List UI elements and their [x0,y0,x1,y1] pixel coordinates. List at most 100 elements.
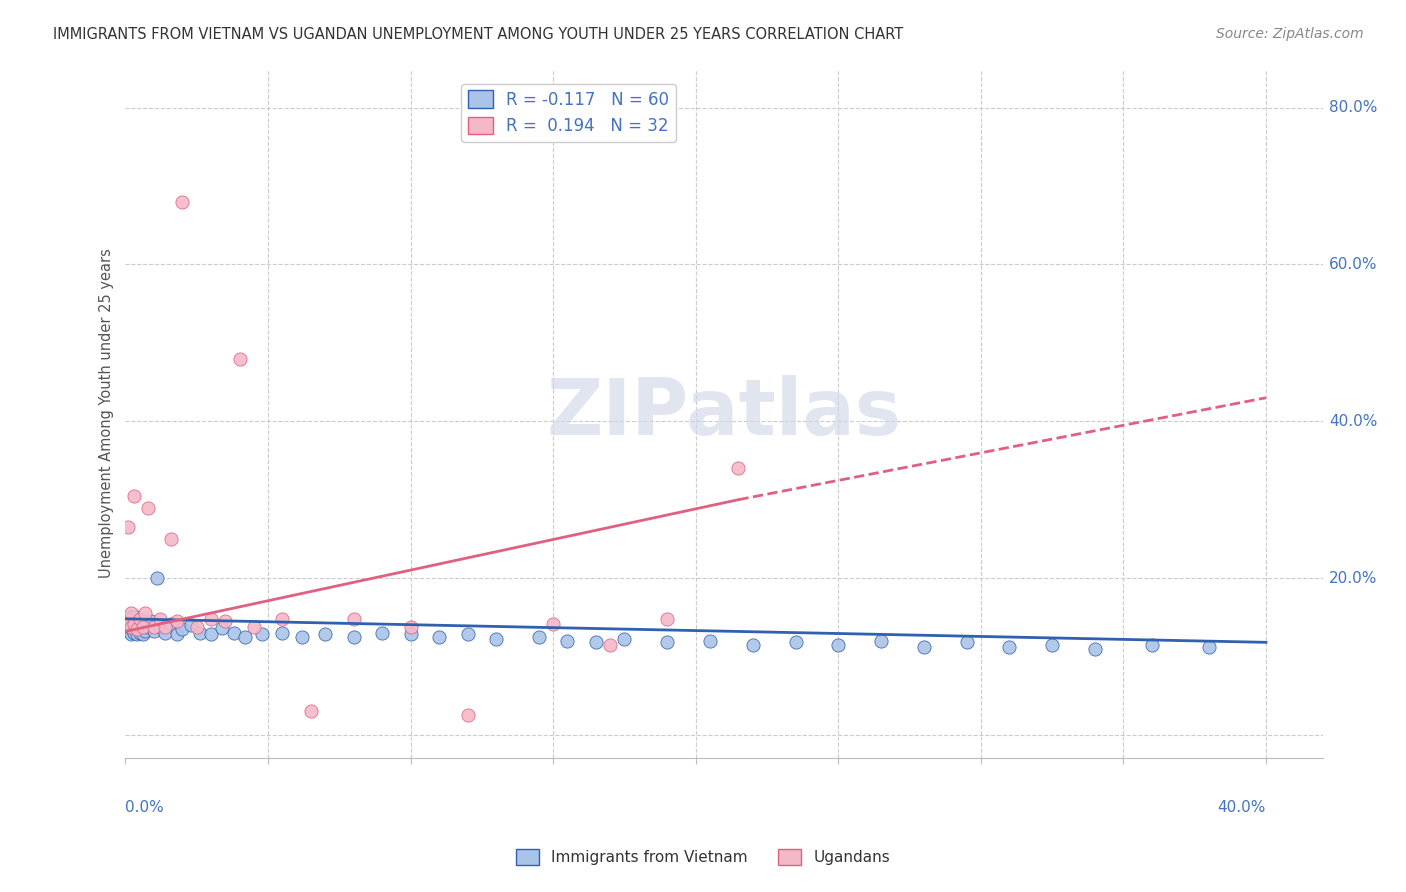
Point [741,638,763,652]
Point [120,620,142,634]
Point [200,612,222,626]
Point [342,630,364,644]
Point [214,614,236,628]
Point [131,618,153,632]
Text: 20.0%: 20.0% [1329,571,1378,585]
Point [1140,638,1163,652]
Point [557,633,579,648]
Point [827,638,849,652]
Point [117,520,139,534]
Point [122,620,145,634]
Point [870,633,893,648]
Point [1040,638,1063,652]
Point [134,624,156,639]
Point [166,627,188,641]
Point [117,612,139,626]
Point [485,632,508,647]
Point [125,621,148,635]
Point [252,627,274,641]
Point [122,626,145,640]
Point [131,627,153,641]
Point [122,608,145,623]
Point [657,612,679,626]
Point [342,612,364,626]
Point [657,635,679,649]
Point [143,624,166,639]
Point [998,640,1021,654]
Point [120,627,142,641]
Point [180,618,202,632]
Point [128,612,150,626]
Point [271,612,294,626]
Point [613,632,636,647]
Point [128,616,150,631]
Point [457,708,479,723]
Point [136,620,159,634]
Point [457,627,479,641]
Text: 40.0%: 40.0% [1329,414,1378,429]
Point [136,500,159,515]
Legend: R = -0.117   N = 60, R =  0.194   N = 32: R = -0.117 N = 60, R = 0.194 N = 32 [461,84,676,142]
Point [149,612,172,626]
Point [117,612,139,626]
Point [785,635,807,649]
Point [172,622,194,636]
Point [160,616,183,631]
Point [160,532,183,546]
Point [166,614,188,628]
Point [955,635,977,649]
Point [271,626,294,640]
Point [912,640,935,654]
Point [299,704,322,718]
Point [143,620,166,634]
Point [585,635,607,649]
Y-axis label: Unemployment Among Youth under 25 years: Unemployment Among Youth under 25 years [100,249,114,578]
Text: ZIPatlas: ZIPatlas [547,376,901,451]
Text: IMMIGRANTS FROM VIETNAM VS UGANDAN UNEMPLOYMENT AMONG YOUTH UNDER 25 YEARS CORRE: IMMIGRANTS FROM VIETNAM VS UGANDAN UNEMP… [53,27,904,42]
Point [172,194,194,209]
Point [211,621,233,635]
Point [1084,641,1107,656]
Text: 0.0%: 0.0% [125,800,165,814]
Point [128,626,150,640]
Point [117,618,139,632]
Point [122,616,145,631]
Point [120,621,142,635]
Text: 60.0%: 60.0% [1329,257,1378,272]
Point [427,630,450,644]
Point [699,633,721,648]
Point [599,638,621,652]
Point [139,614,162,628]
Point [1198,640,1220,654]
Point [541,616,564,631]
Point [155,626,177,640]
Point [527,630,550,644]
Point [188,626,211,640]
Point [120,607,142,621]
Point [125,627,148,641]
Point [222,626,245,640]
Point [122,489,145,503]
Point [228,351,250,366]
Point [727,461,749,475]
Point [155,620,177,634]
Text: Source: ZipAtlas.com: Source: ZipAtlas.com [1216,27,1364,41]
Point [120,610,142,624]
Point [242,620,264,634]
Point [134,607,156,621]
Text: 40.0%: 40.0% [1218,800,1265,814]
Text: 80.0%: 80.0% [1329,100,1378,115]
Point [399,620,422,634]
Point [399,627,422,641]
Point [117,624,139,639]
Point [125,622,148,636]
Point [122,614,145,628]
Point [131,620,153,634]
Point [117,618,139,632]
Point [149,620,172,634]
Point [371,626,394,640]
Point [146,571,169,585]
Point [186,620,208,634]
Point [200,627,222,641]
Point [233,630,256,644]
